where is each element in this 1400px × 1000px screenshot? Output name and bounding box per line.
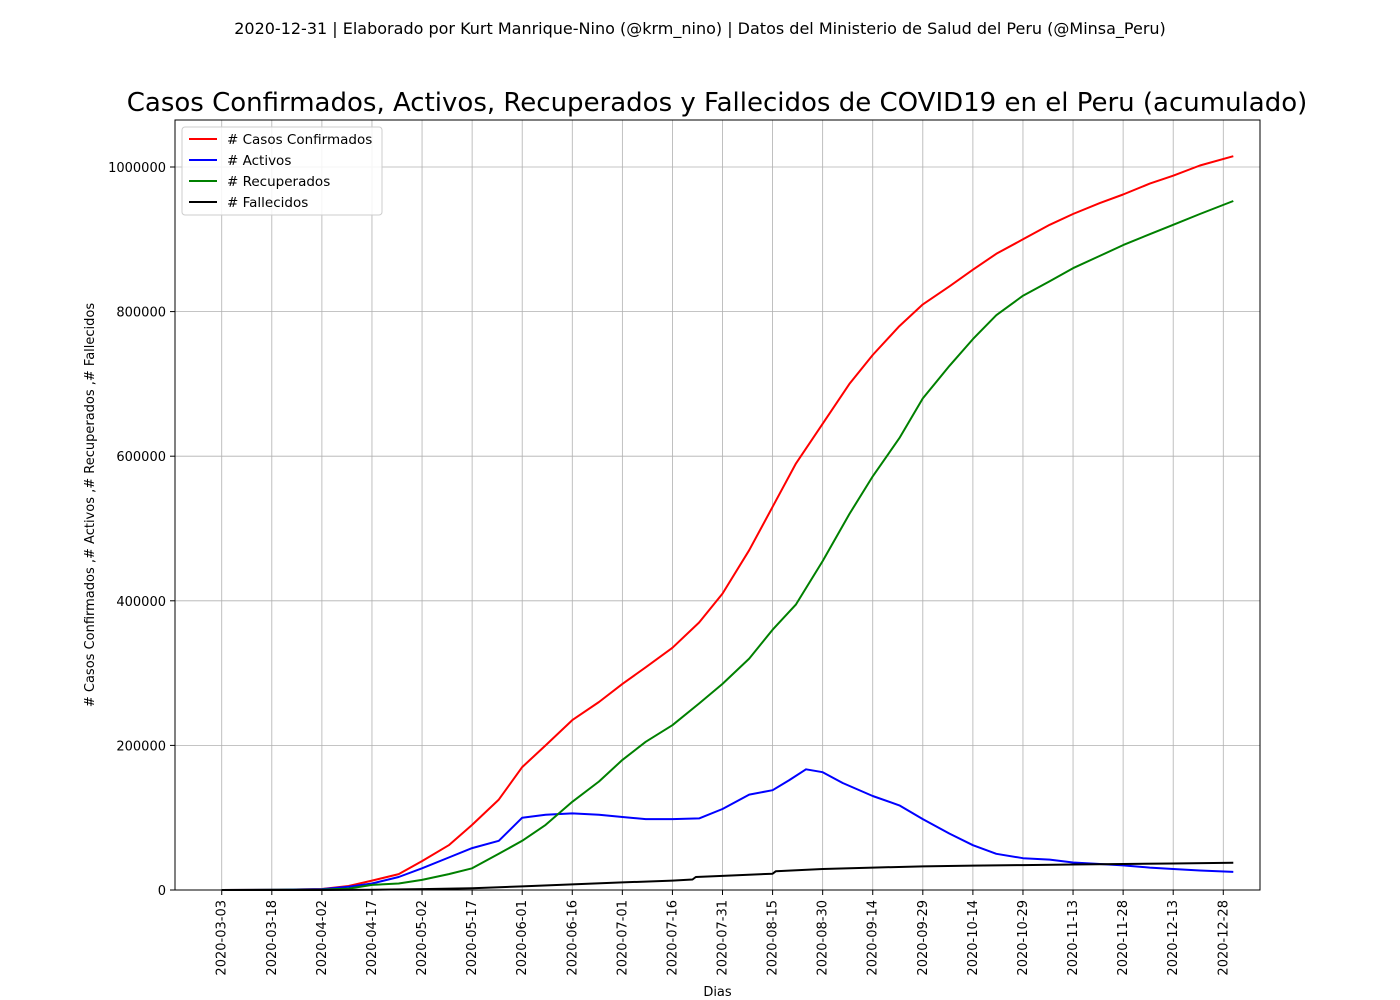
x-tick-label: 2020-10-29 bbox=[1016, 900, 1031, 976]
y-tick-label: 1000000 bbox=[108, 161, 166, 176]
x-tick-label: 2020-04-02 bbox=[315, 900, 330, 976]
x-tick-label: 2020-09-14 bbox=[866, 900, 881, 976]
y-tick-label: 400000 bbox=[116, 595, 166, 610]
series-line-3 bbox=[221, 861, 1234, 891]
x-tick-label: 2020-11-13 bbox=[1066, 900, 1081, 976]
x-tick-label: 2020-06-01 bbox=[515, 900, 530, 976]
series-line-1 bbox=[221, 768, 1234, 891]
x-tick-label: 2020-06-16 bbox=[565, 900, 580, 976]
x-tick-label: 2020-03-18 bbox=[265, 900, 280, 976]
x-tick-label: 2020-05-02 bbox=[415, 900, 430, 976]
chart-suptitle: 2020-12-31 | Elaborado por Kurt Manrique… bbox=[234, 19, 1166, 39]
plot-frame bbox=[174, 119, 1261, 891]
series-line-0 bbox=[221, 155, 1234, 891]
legend-label: # Activos bbox=[227, 153, 291, 169]
x-tick-label: 2020-04-17 bbox=[365, 900, 380, 976]
y-tick-label: 200000 bbox=[116, 739, 166, 754]
x-tick-label: 2020-08-30 bbox=[816, 900, 831, 976]
x-tick-label: 2020-05-17 bbox=[465, 900, 480, 976]
grid bbox=[175, 120, 1260, 891]
x-tick-label: 2020-12-28 bbox=[1216, 900, 1231, 976]
x-tick-label: 2020-07-31 bbox=[716, 900, 731, 976]
y-tick-label: 600000 bbox=[116, 450, 166, 465]
y-axis-label: # Casos Confirmados ,# Activos ,# Recupe… bbox=[83, 303, 98, 708]
legend-box bbox=[181, 126, 383, 216]
legend-label: # Fallecidos bbox=[227, 195, 308, 211]
x-tick-label: 2020-11-28 bbox=[1116, 900, 1131, 976]
x-tick-label: 2020-09-29 bbox=[916, 900, 931, 976]
legend: # Casos Confirmados # Activos # Recuperado… bbox=[181, 126, 383, 216]
legend-label: # Casos Confirmados bbox=[227, 132, 372, 148]
x-tick-label: 2020-12-13 bbox=[1166, 900, 1181, 976]
x-tick-label: 2020-08-15 bbox=[766, 900, 781, 976]
x-tick-label: 2020-07-16 bbox=[665, 900, 680, 976]
x-tick-label: 2020-10-14 bbox=[966, 900, 981, 976]
series-layer bbox=[221, 155, 1234, 891]
legend-label: # Recuperados bbox=[227, 174, 330, 190]
series-line-2 bbox=[221, 200, 1234, 891]
chart-title: Casos Confirmados, Activos, Recuperados … bbox=[127, 88, 1308, 118]
x-axis: 2020-03-03 2020-03-18 2020-04-02 2020-04-17… bbox=[215, 890, 1231, 976]
x-axis-label: Dias bbox=[703, 985, 732, 1000]
x-tick-label: 2020-03-03 bbox=[215, 900, 230, 976]
y-tick-label: 0 bbox=[158, 884, 166, 899]
y-axis: 0 200000 400000 600000 800000 1000000 bbox=[108, 161, 175, 899]
x-tick-label: 2020-07-01 bbox=[615, 900, 630, 976]
y-tick-label: 800000 bbox=[116, 306, 166, 321]
